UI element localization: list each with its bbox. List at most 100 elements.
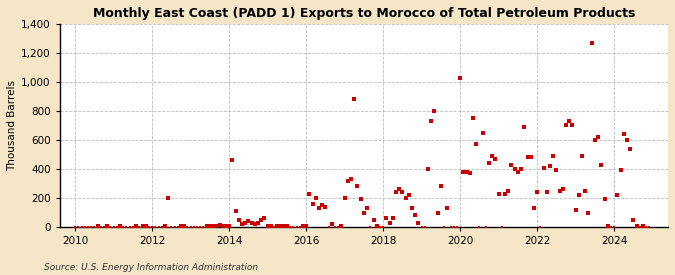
- Point: [86, 225, 97, 229]
- Point: [589, 138, 600, 142]
- Point: [397, 190, 408, 194]
- Point: [365, 225, 376, 229]
- Point: [230, 209, 241, 213]
- Point: [464, 171, 475, 175]
- Point: [340, 196, 350, 200]
- Point: [252, 221, 263, 225]
- Point: [169, 225, 180, 229]
- Point: [593, 135, 603, 139]
- Point: [545, 164, 556, 168]
- Y-axis label: Thousand Barrels: Thousand Barrels: [7, 80, 17, 171]
- Point: [512, 170, 523, 174]
- Title: Monthly East Coast (PADD 1) Exports to Morocco of Total Petroleum Products: Monthly East Coast (PADD 1) Exports to M…: [92, 7, 635, 20]
- Point: [419, 225, 430, 229]
- Point: [378, 225, 389, 229]
- Point: [272, 224, 283, 229]
- Point: [612, 193, 623, 197]
- Point: [541, 190, 552, 194]
- Point: [599, 197, 610, 202]
- Point: [265, 224, 276, 229]
- Point: [371, 223, 382, 228]
- Point: [146, 225, 157, 229]
- Point: [198, 225, 209, 229]
- Point: [567, 123, 578, 128]
- Point: [234, 218, 244, 222]
- Point: [391, 190, 402, 194]
- Point: [108, 225, 119, 229]
- Point: [435, 184, 446, 189]
- Point: [214, 223, 225, 227]
- Point: [506, 163, 517, 167]
- Point: [237, 222, 248, 226]
- Point: [182, 225, 193, 229]
- Point: [570, 207, 581, 212]
- Point: [144, 225, 155, 229]
- Point: [510, 167, 520, 171]
- Point: [631, 224, 642, 229]
- Point: [352, 184, 363, 189]
- Point: [362, 206, 373, 210]
- Point: [551, 168, 562, 173]
- Point: [111, 225, 122, 229]
- Point: [470, 142, 481, 147]
- Point: [201, 224, 212, 229]
- Point: [358, 210, 369, 215]
- Point: [445, 225, 456, 229]
- Point: [259, 216, 270, 221]
- Point: [211, 223, 221, 228]
- Point: [140, 224, 151, 229]
- Point: [468, 116, 479, 120]
- Point: [118, 225, 129, 229]
- Point: [452, 225, 462, 229]
- Point: [314, 206, 325, 210]
- Point: [208, 224, 219, 229]
- Point: [406, 206, 417, 210]
- Point: [423, 167, 433, 171]
- Point: [596, 163, 607, 167]
- Point: [368, 218, 379, 222]
- Point: [327, 222, 338, 226]
- Point: [240, 221, 250, 225]
- Point: [634, 225, 645, 229]
- Point: [250, 222, 261, 226]
- Point: [487, 154, 497, 158]
- Point: [263, 223, 273, 228]
- Text: Source: U.S. Energy Information Administration: Source: U.S. Energy Information Administ…: [44, 263, 258, 272]
- Point: [291, 225, 302, 229]
- Point: [644, 225, 655, 229]
- Point: [317, 203, 327, 207]
- Point: [474, 225, 485, 229]
- Point: [349, 97, 360, 101]
- Point: [522, 155, 533, 160]
- Point: [500, 191, 510, 196]
- Point: [246, 221, 257, 225]
- Point: [455, 75, 466, 80]
- Point: [461, 170, 472, 174]
- Point: [448, 225, 459, 229]
- Point: [333, 225, 344, 229]
- Point: [477, 131, 488, 135]
- Point: [346, 177, 356, 181]
- Point: [490, 157, 501, 161]
- Point: [615, 168, 626, 173]
- Point: [404, 193, 414, 197]
- Point: [628, 218, 639, 222]
- Point: [179, 224, 190, 229]
- Point: [580, 189, 591, 193]
- Point: [587, 40, 597, 45]
- Point: [503, 189, 514, 193]
- Point: [394, 187, 404, 191]
- Point: [638, 224, 649, 229]
- Point: [217, 223, 228, 228]
- Point: [294, 225, 305, 229]
- Point: [564, 119, 574, 123]
- Point: [519, 125, 530, 129]
- Point: [576, 154, 587, 158]
- Point: [185, 225, 196, 229]
- Point: [70, 225, 80, 229]
- Point: [137, 224, 148, 229]
- Point: [205, 224, 215, 229]
- Point: [387, 216, 398, 221]
- Point: [288, 225, 299, 229]
- Point: [243, 219, 254, 223]
